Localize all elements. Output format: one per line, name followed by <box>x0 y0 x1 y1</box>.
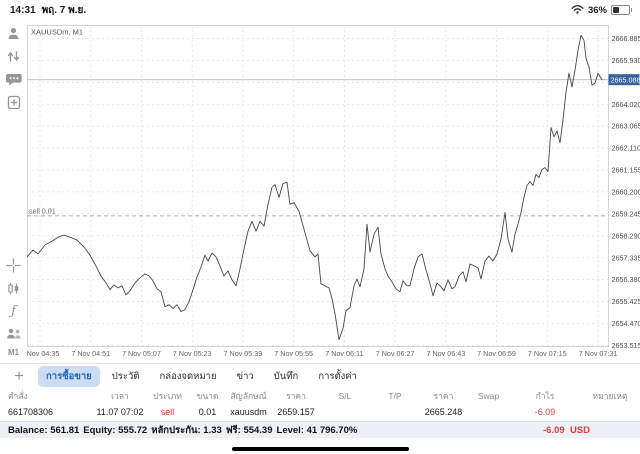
battery-icon <box>611 5 630 15</box>
account-icon[interactable] <box>5 24 23 42</box>
chat-icon[interactable] <box>5 70 23 88</box>
table-cell: 11.07 07:02 <box>95 407 145 417</box>
column-header: คำสั่ง <box>0 389 95 403</box>
column-header: หมายเหตุ <box>580 389 640 403</box>
add-button[interactable]: + <box>8 367 30 387</box>
tab-mailbox[interactable]: กล่องจดหมาย <box>152 366 225 387</box>
chart-area: 2666.8852665.9302664.9752664.0202663.065… <box>27 20 640 368</box>
price-chart[interactable]: 2666.8852665.9302664.9752664.0202663.065… <box>27 25 640 363</box>
current-price-value: 2665.088 <box>611 75 640 84</box>
plot-border <box>28 26 609 347</box>
tab-trade[interactable]: การซื้อขาย <box>38 366 100 387</box>
x-axis-label: 7 Nov 05:39 <box>224 349 263 358</box>
table-cell: 2659.157 <box>272 407 320 417</box>
home-indicator[interactable] <box>232 447 409 451</box>
y-axis-label: 2654.470 <box>612 319 640 328</box>
tab-history[interactable]: ประวัติ <box>104 366 148 387</box>
balance-item: ฟรี: 554.39 <box>226 425 273 436</box>
column-header: ราคา <box>420 389 467 403</box>
terminal-panel: + การซื้อขายประวัติกล่องจดหมายข่าวบันทึก… <box>0 363 640 454</box>
table-cell: -6.09 <box>510 407 580 417</box>
column-header: เวลา <box>95 389 145 403</box>
table-cell: xauusdm <box>225 407 272 417</box>
balance-item: Level: 41 796.70% <box>277 425 358 436</box>
x-axis-label: 7 Nov 05:55 <box>274 349 313 358</box>
column-header: กำไร <box>510 389 580 403</box>
table-cell: 2665.248 <box>420 407 467 417</box>
balance-item: หลักประกัน: 1.33 <box>151 425 222 436</box>
battery-percentage: 36% <box>588 5 607 16</box>
left-toolbar: ƒ M1 <box>0 20 27 363</box>
y-axis-label: 2661.155 <box>612 166 640 175</box>
balance-item: Balance: 561.81 <box>8 425 79 436</box>
y-axis-label: 2655.425 <box>612 297 640 306</box>
new-order-icon[interactable] <box>5 93 23 111</box>
status-date: พฤ. 7 พ.ย. <box>42 3 87 18</box>
x-axis-label: 7 Nov 06:11 <box>325 349 363 358</box>
objects-icon[interactable] <box>5 325 23 343</box>
column-header: T/P <box>370 391 420 401</box>
account-summary-bar: Balance: 561.81 Equity: 555.72 หลักประกัน:… <box>0 421 640 438</box>
timeframe-button[interactable]: M1 <box>8 348 19 357</box>
y-axis-label: 2666.885 <box>612 34 640 43</box>
tab-settings[interactable]: การตั้งค่า <box>310 366 365 387</box>
column-header: ราคา <box>272 389 320 403</box>
x-axis-label: 7 Nov 07:31 <box>579 349 618 358</box>
tab-news[interactable]: ข่าว <box>229 366 262 387</box>
position-label: sell 0.01 <box>29 206 56 215</box>
table-cell: 661708306 <box>0 407 95 417</box>
balance-summary: Balance: 561.81 Equity: 555.72 หลักประกัน:… <box>8 423 361 438</box>
y-axis-label: 2663.065 <box>612 122 640 131</box>
chart-symbol-title: XAUUSDm, M1 <box>31 28 83 37</box>
x-axis-label: 7 Nov 04:35 <box>27 349 59 358</box>
column-header: Swap <box>467 391 510 401</box>
y-axis-label: 2657.335 <box>612 253 640 262</box>
column-header: สัญลักษณ์ <box>225 389 272 403</box>
y-axis-label: 2664.020 <box>612 100 640 109</box>
y-axis-label: 2662.110 <box>612 144 640 153</box>
y-axis-label: 2656.380 <box>612 275 640 284</box>
tab-journal[interactable]: บันทึก <box>266 366 307 387</box>
table-cell: 0.01 <box>190 407 225 417</box>
x-axis-label: 7 Nov 04:51 <box>71 349 110 358</box>
y-axis-label: 2658.290 <box>612 231 640 240</box>
x-axis-label: 7 Nov 06:59 <box>477 349 516 358</box>
crosshair-icon[interactable] <box>5 256 23 274</box>
home-area <box>0 438 640 454</box>
y-axis-label: 2665.930 <box>612 56 640 65</box>
column-header: ขนาด <box>190 389 225 403</box>
chart-type-icon[interactable] <box>5 279 23 297</box>
y-axis-label: 2659.245 <box>612 209 640 218</box>
indicators-icon[interactable]: ƒ <box>5 302 23 320</box>
balance-item: Equity: 555.72 <box>83 425 147 436</box>
floating-profit: -6.09 USD <box>543 425 590 436</box>
clock: 14:31 <box>10 5 36 16</box>
wifi-icon <box>571 4 584 17</box>
x-axis-label: 7 Nov 06:27 <box>376 349 415 358</box>
table-cell: sell <box>145 407 190 417</box>
status-bar: 14:31 พฤ. 7 พ.ย. 36% <box>0 0 640 20</box>
trade-icon[interactable] <box>5 47 23 65</box>
x-axis-label: 7 Nov 05:07 <box>122 349 161 358</box>
column-header: ประเภท <box>145 389 190 403</box>
x-axis-label: 7 Nov 06:43 <box>426 349 465 358</box>
x-axis-label: 7 Nov 05:23 <box>173 349 212 358</box>
x-axis-label: 7 Nov 07:15 <box>528 349 567 358</box>
y-axis-label: 2660.200 <box>612 188 640 197</box>
column-header: S/L <box>320 391 370 401</box>
